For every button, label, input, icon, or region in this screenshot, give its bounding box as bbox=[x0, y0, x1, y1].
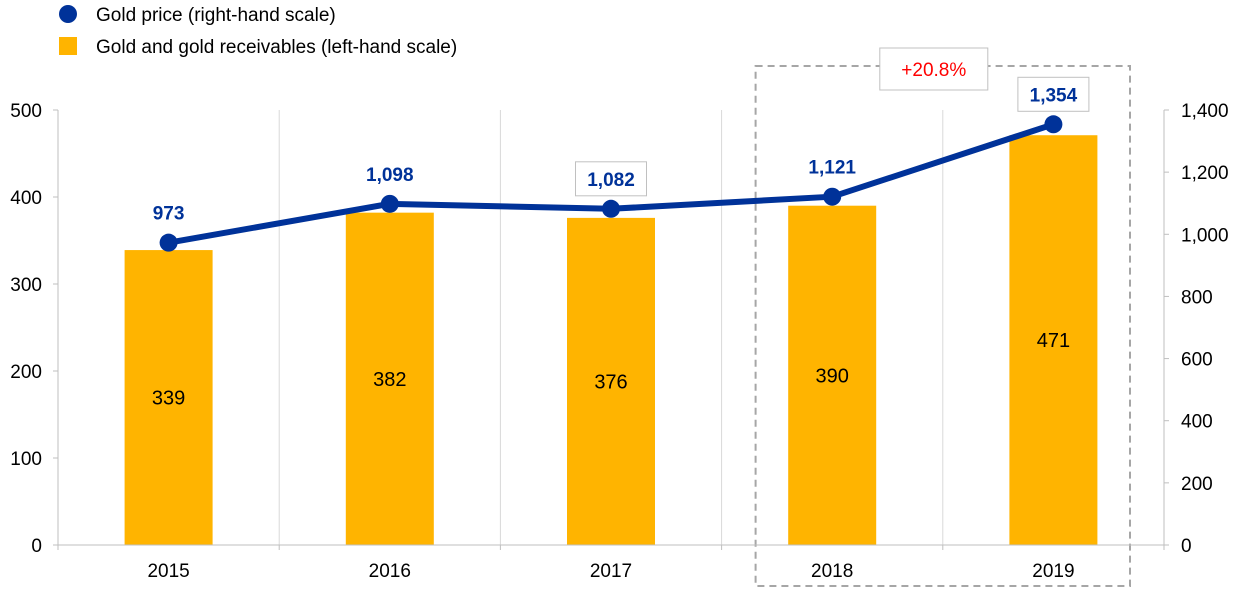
axes: 0 100 200 300 400 500 0 200 400 600 800 1,000 1,200 1… bbox=[10, 101, 1228, 582]
x-tick-label: 2018 bbox=[811, 561, 853, 582]
grid bbox=[278, 110, 944, 545]
point-label-box bbox=[1017, 76, 1090, 112]
bar-label-2017: 376 bbox=[594, 371, 627, 393]
highlight-dashed-box bbox=[754, 65, 1131, 587]
point-2015 bbox=[159, 233, 178, 252]
x-tick-label: 2017 bbox=[590, 561, 632, 582]
left-tick-label: 100 bbox=[10, 449, 42, 470]
right-tick-label: 200 bbox=[1181, 474, 1213, 495]
bar-label-2015: 339 bbox=[152, 388, 185, 410]
legend-marker-gold-price bbox=[59, 5, 77, 23]
left-tick-label: 300 bbox=[10, 275, 42, 296]
annotation-text: +20.8% bbox=[901, 60, 966, 81]
right-tick-label: 400 bbox=[1181, 412, 1213, 433]
bar-label-2018: 390 bbox=[816, 365, 849, 387]
left-tick-label: 200 bbox=[10, 362, 42, 383]
bar-label-2016: 382 bbox=[373, 369, 406, 391]
legend: Gold price (right-hand scale) Gold and g… bbox=[59, 5, 457, 58]
point-label-box bbox=[575, 161, 647, 197]
right-tick-label: 1,400 bbox=[1181, 101, 1229, 122]
x-tick-label: 2015 bbox=[147, 561, 189, 582]
point-2018 bbox=[823, 187, 842, 206]
point-label-2017: 1,082 bbox=[587, 170, 635, 191]
point-2016 bbox=[380, 194, 399, 213]
point-2017 bbox=[602, 199, 620, 218]
right-tick-label: 0 bbox=[1181, 536, 1192, 557]
point-2019 bbox=[1044, 115, 1063, 134]
left-tick-label: 400 bbox=[10, 188, 42, 209]
legend-label-gold-receivables: Gold and gold receivables (left-hand sca… bbox=[96, 37, 457, 58]
right-tick-label: 1,200 bbox=[1181, 163, 1229, 184]
point-label-2018: 1,121 bbox=[808, 158, 856, 179]
right-tick-label: 800 bbox=[1181, 287, 1213, 308]
x-tick-label: 2016 bbox=[369, 561, 411, 582]
legend-marker-gold-receivables bbox=[59, 37, 77, 55]
right-tick-label: 1,000 bbox=[1181, 225, 1229, 246]
line-series bbox=[159, 115, 1063, 252]
point-label-2015: 973 bbox=[153, 204, 185, 225]
legend-label-gold-price: Gold price (right-hand scale) bbox=[96, 5, 336, 26]
bar-2017 bbox=[567, 217, 655, 545]
bar-series bbox=[124, 135, 1098, 546]
left-tick-label: 500 bbox=[10, 101, 42, 122]
bar-2019 bbox=[1009, 135, 1098, 546]
bar-2016 bbox=[345, 212, 434, 545]
annotation-box bbox=[879, 47, 989, 91]
bar-2018 bbox=[788, 205, 877, 545]
data-labels: 339 382 376 390 471 973 1,098 1,082 1,121 1,354 bbox=[152, 76, 1090, 410]
point-label-2016: 1,098 bbox=[366, 165, 414, 186]
bar-label-2019: 471 bbox=[1037, 330, 1070, 352]
highlight-box: +20.8% bbox=[754, 47, 1131, 587]
right-tick-label: 600 bbox=[1181, 350, 1213, 371]
x-tick-label: 2019 bbox=[1032, 561, 1074, 582]
left-tick-label: 0 bbox=[31, 536, 42, 557]
point-label-2019: 1,354 bbox=[1030, 85, 1078, 106]
bar-2015 bbox=[124, 250, 213, 545]
